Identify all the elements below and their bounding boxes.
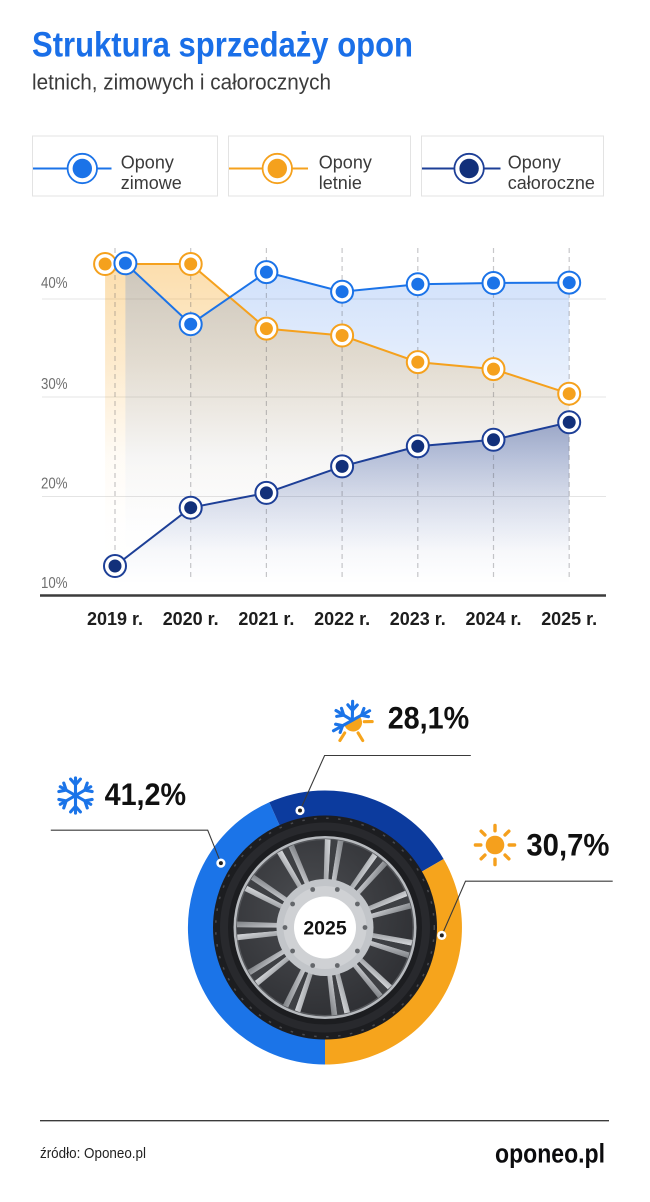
svg-text:2022 r.: 2022 r. bbox=[314, 609, 370, 629]
svg-text:letnich, zimowych i całoroczny: letnich, zimowych i całorocznych bbox=[32, 70, 331, 95]
svg-text:2020 r.: 2020 r. bbox=[163, 609, 219, 629]
svg-text:Opony: Opony bbox=[508, 153, 561, 173]
svg-text:2025: 2025 bbox=[303, 918, 347, 940]
svg-text:2021 r.: 2021 r. bbox=[238, 609, 294, 629]
svg-text:30,7%: 30,7% bbox=[526, 827, 609, 863]
svg-text:40%: 40% bbox=[41, 275, 68, 292]
svg-text:całoroczne: całoroczne bbox=[508, 173, 595, 193]
svg-text:2023 r.: 2023 r. bbox=[390, 609, 446, 629]
svg-text:41,2%: 41,2% bbox=[105, 776, 187, 812]
svg-text:10%: 10% bbox=[41, 575, 68, 592]
svg-text:źródło: Oponeo.pl: źródło: Oponeo.pl bbox=[40, 1145, 146, 1162]
svg-text:2025 r.: 2025 r. bbox=[541, 609, 597, 629]
svg-text:zimowe: zimowe bbox=[121, 173, 182, 193]
svg-text:30%: 30% bbox=[41, 376, 68, 393]
svg-text:Opony: Opony bbox=[121, 153, 174, 173]
svg-text:letnie: letnie bbox=[319, 173, 362, 193]
svg-text:28,1%: 28,1% bbox=[388, 700, 470, 736]
svg-text:Opony: Opony bbox=[319, 153, 372, 173]
svg-text:oponeo.pl: oponeo.pl bbox=[495, 1139, 605, 1169]
svg-text:2019 r.: 2019 r. bbox=[87, 609, 143, 629]
svg-text:Struktura sprzedaży opon: Struktura sprzedaży opon bbox=[32, 26, 413, 65]
svg-text:20%: 20% bbox=[41, 476, 68, 493]
svg-text:2024 r.: 2024 r. bbox=[466, 609, 522, 629]
